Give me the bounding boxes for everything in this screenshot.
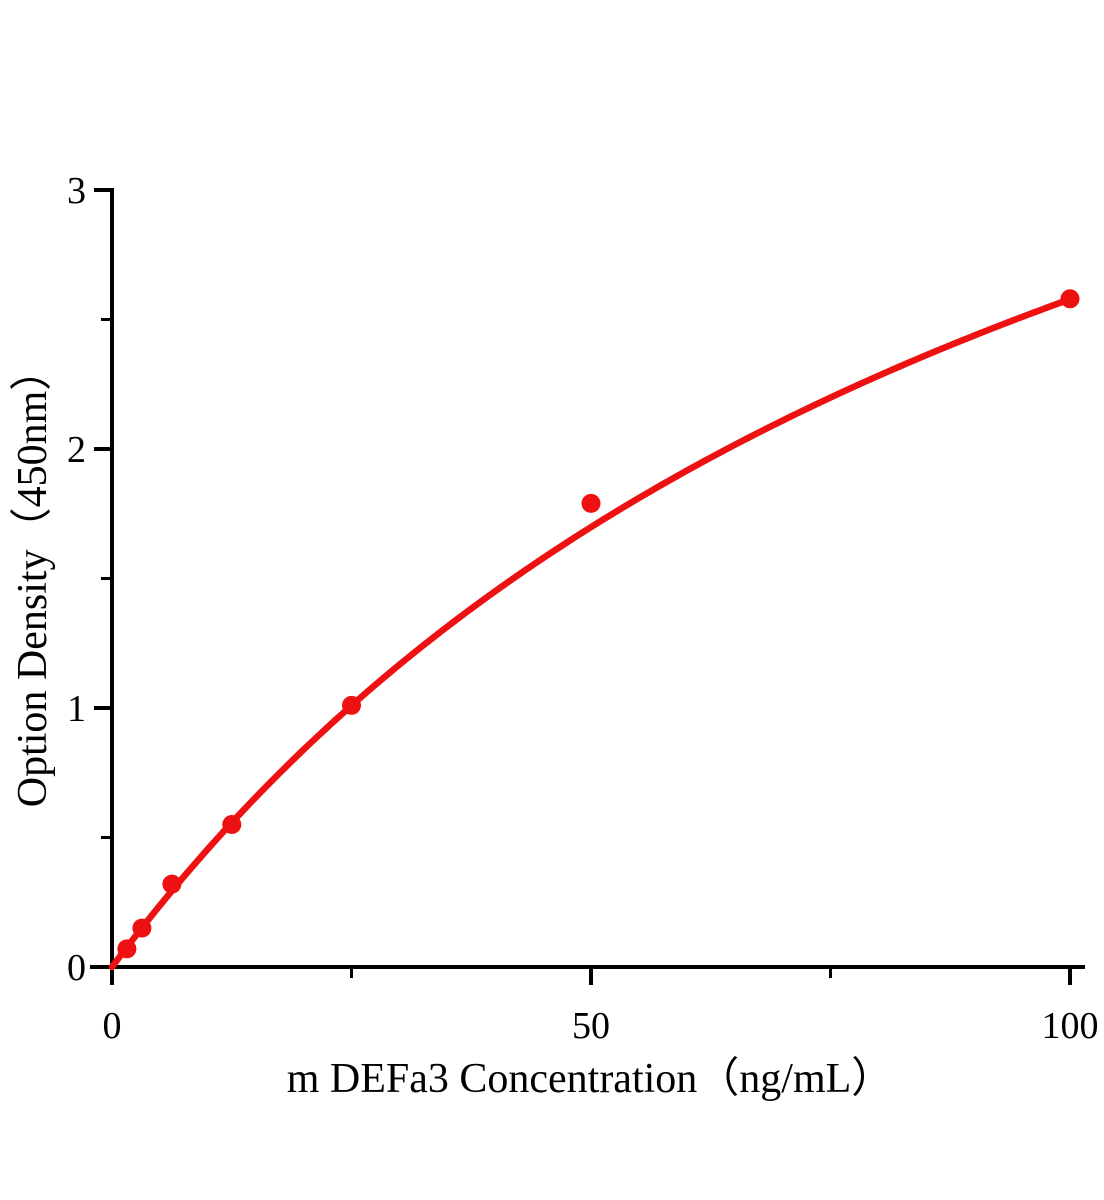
y-axis-title: Option Density（450nm）: [10, 349, 56, 808]
axes: [90, 188, 1085, 985]
x-tick-label: 50: [572, 1005, 610, 1047]
data-point: [162, 874, 182, 894]
data-point: [342, 695, 361, 715]
data-points: [117, 289, 1080, 959]
y-tick-label: 2: [67, 429, 86, 471]
data-point: [132, 918, 152, 938]
tick-labels: 0 50 100 0 1 2 3: [67, 170, 1099, 1047]
fit-curve-line: [108, 295, 1074, 971]
x-tick-label: 100: [1042, 1005, 1099, 1047]
y-tick-label: 0: [67, 947, 86, 989]
data-point: [1060, 289, 1080, 309]
y-tick-label: 1: [67, 688, 86, 730]
data-point: [222, 815, 242, 834]
y-tick-label: 3: [67, 170, 86, 212]
data-point: [581, 493, 601, 513]
x-tick-label: 0: [103, 1005, 122, 1047]
x-axis-title: m DEFa3 Concentration（ng/mL）: [287, 1056, 894, 1102]
data-point: [117, 939, 137, 959]
